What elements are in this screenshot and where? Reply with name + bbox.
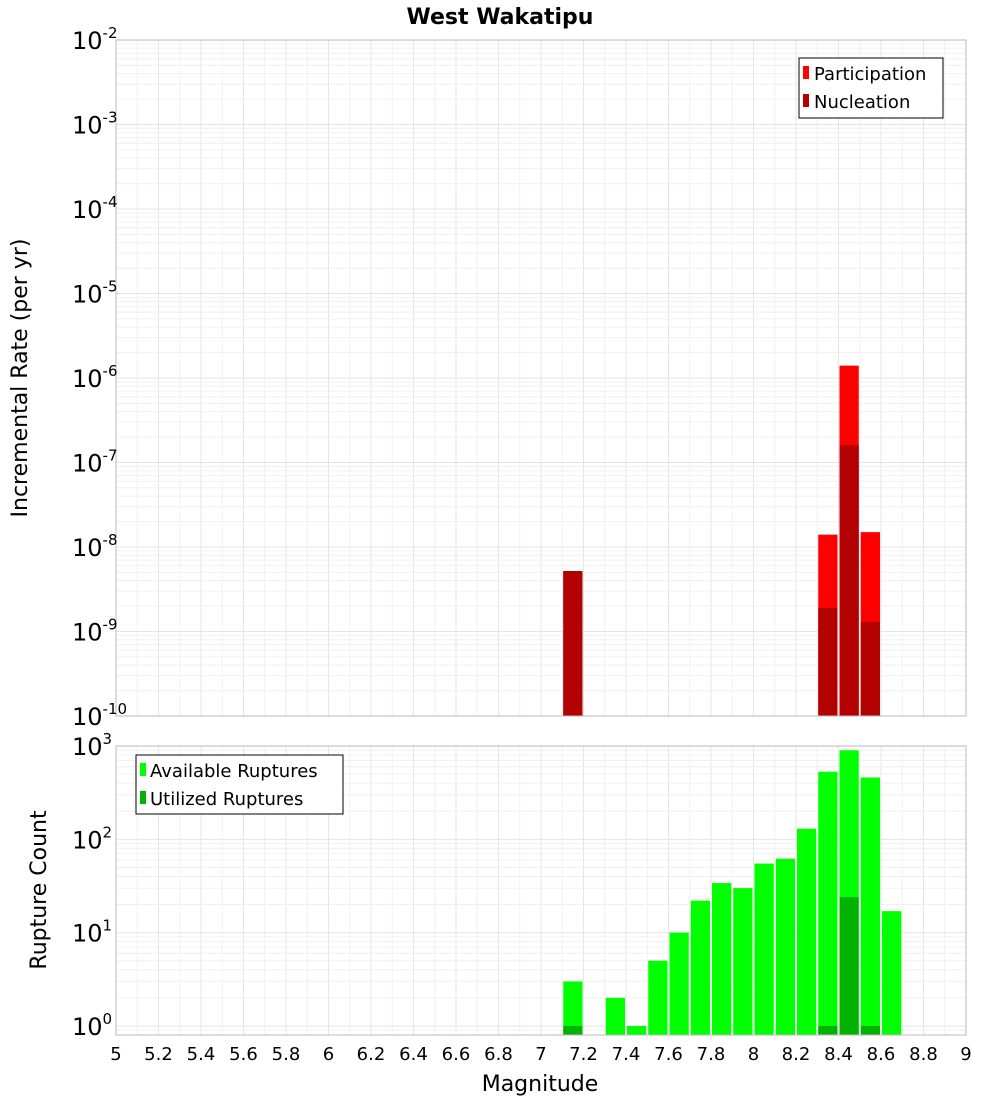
rate-y-tick-label: 10-4 [72,193,118,224]
count-y-tick-label: 103 [72,730,112,761]
rate-legend: Participation Nucleation [798,57,944,119]
nucleation-bar [839,445,859,716]
utilized-ruptures-bar [818,1025,838,1035]
count-y-axis-label: Rupture Count [27,810,52,970]
magnitude-tick-label: 8.2 [782,1044,811,1065]
magnitude-tick-label: 6 [323,1044,334,1065]
nucleation-legend-label: Nucleation [814,92,910,113]
magnitude-tick-label: 8 [748,1044,759,1065]
count-y-tick-label: 101 [72,917,112,948]
available-ruptures-bar [712,883,732,1035]
magnitude-tick-label: 9 [960,1044,971,1065]
available-ruptures-legend-label: Available Ruptures [150,761,318,782]
count-legend: Available Ruptures Utilized Ruptures [135,754,344,815]
magnitude-tick-label: 6.6 [442,1044,471,1065]
magnitude-tick-label: 5.8 [272,1044,301,1065]
magnitude-tick-label: 6.8 [484,1044,513,1065]
magnitude-tick-label: 5.2 [144,1044,173,1065]
nucleation-bar [860,621,880,716]
magnitude-tick-label: 6.4 [399,1044,428,1065]
available-ruptures-bar [605,997,625,1035]
rate-y-tick-label: 10-8 [72,531,118,562]
magnitude-tick-label: 6.2 [357,1044,386,1065]
magnitude-x-axis-label: Magnitude [482,1072,599,1097]
magnitude-tick-label: 5.4 [187,1044,216,1065]
rate-y-tick-label: 10-5 [72,278,118,309]
available-ruptures-bar [563,981,583,1035]
nucleation-legend-swatch [803,94,809,107]
available-ruptures-bar [775,858,795,1035]
rate-y-tick-label: 10-10 [72,700,127,731]
participation-legend-swatch [803,66,809,79]
available-ruptures-bar [754,863,774,1035]
count-y-tick-label: 102 [72,823,112,854]
rate-y-tick-label: 10-7 [72,447,118,478]
count-panel: 100 101 102 103 5 5.2 5.4 5.6 5.8 6 6.2 6.4 6.6 6.8 7… [27,730,972,1097]
magnitude-tick-label: 7.6 [654,1044,683,1065]
magnitude-tick-label: 5.6 [229,1044,258,1065]
available-ruptures-legend-swatch [140,763,146,776]
magnitude-tick-label: 5 [110,1044,121,1065]
rate-panel: 10-10 10-9 10-8 10-7 10-6 10-5 10-4 10-3 10-2 In… [8,24,967,731]
nucleation-bar [563,570,583,716]
rate-y-tick-label: 10-9 [72,616,118,647]
available-ruptures-bar [627,1025,647,1035]
available-ruptures-bar [733,888,753,1035]
rate-y-tick-label: 10-3 [72,109,118,140]
utilized-ruptures-bar [860,1025,880,1035]
rate-y-tick-label: 10-6 [72,362,118,393]
magnitude-tick-label: 7.2 [569,1044,598,1065]
available-ruptures-bar [882,911,902,1035]
utilized-ruptures-legend-swatch [140,791,146,804]
magnitude-tick-label: 8.4 [824,1044,853,1065]
utilized-ruptures-bar [839,897,859,1035]
available-ruptures-bar [818,771,838,1035]
magnitude-tick-label: 7.8 [697,1044,726,1065]
magnitude-tick-label: 7 [535,1044,546,1065]
magnitude-tick-label: 8.6 [867,1044,896,1065]
rate-y-tick-label: 10-2 [72,24,118,55]
magnitude-tick-label: 8.8 [909,1044,938,1065]
available-ruptures-bar [860,777,880,1035]
magnitude-tick-label: 7.4 [612,1044,641,1065]
utilized-ruptures-legend-label: Utilized Ruptures [150,789,303,810]
available-ruptures-bar [797,828,817,1035]
nucleation-bar [818,607,838,716]
chart-title: West Wakatipu [407,5,594,30]
available-ruptures-bar [669,932,689,1035]
rate-y-axis-label: Incremental Rate (per yr) [8,239,33,518]
count-y-tick-label: 100 [72,1010,112,1041]
utilized-ruptures-bar [563,1025,583,1035]
available-ruptures-bar [690,900,710,1035]
rate-plot-frame [115,39,967,717]
available-ruptures-bar [648,960,668,1035]
count-plot-frame [115,745,967,1036]
participation-legend-label: Participation [814,64,926,85]
